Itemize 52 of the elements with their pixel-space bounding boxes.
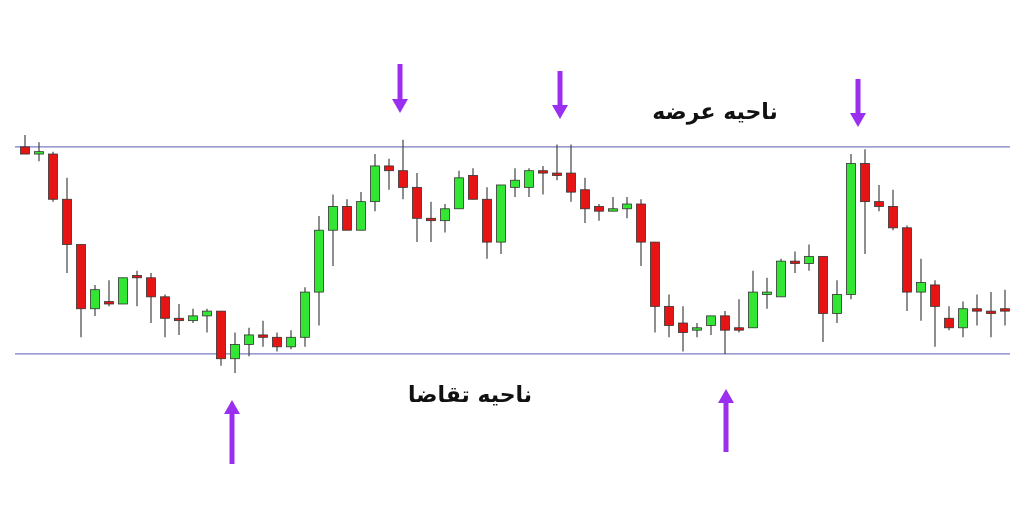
candlestick [888, 189, 898, 231]
candlestick [426, 201, 436, 243]
candlestick [734, 298, 744, 334]
candlestick [622, 196, 632, 219]
candlestick [258, 320, 268, 348]
candlestick [384, 158, 394, 191]
candlestick [916, 258, 926, 322]
candlestick [132, 270, 142, 307]
candlestick [244, 327, 254, 357]
candlestick [160, 293, 170, 338]
candlestick [468, 167, 478, 200]
candlestick [34, 141, 44, 162]
candlestick [608, 196, 618, 212]
candlestick [272, 331, 282, 353]
ref-line-label: ناحیه عرضه [652, 98, 778, 125]
candlestick [944, 305, 954, 331]
candlestick [174, 303, 184, 336]
candlestick [804, 243, 814, 272]
candlestick [286, 329, 296, 350]
ref-line-label: ناحیه تقاضا [407, 381, 533, 407]
candlestick [342, 198, 352, 231]
candlestick [202, 308, 212, 334]
candlestick [972, 293, 982, 326]
candlestick [930, 279, 940, 348]
candlestick [720, 310, 730, 355]
candlestick [146, 272, 156, 324]
candlestick [580, 177, 590, 224]
candlestick [762, 277, 772, 310]
candlestick [104, 279, 114, 307]
candlestick [188, 308, 198, 324]
candlestick [678, 305, 688, 353]
candlestick [398, 139, 408, 200]
candlestick [986, 291, 996, 338]
candlestick [538, 165, 548, 196]
candlestick [692, 322, 702, 338]
candlestick [790, 251, 800, 274]
candlestick [566, 143, 576, 203]
candlestick [20, 134, 30, 155]
candlestick [664, 293, 674, 338]
candlestick [1000, 289, 1010, 326]
candlestick [552, 143, 562, 181]
candlestick [230, 331, 240, 374]
candlestick [832, 279, 842, 324]
candlestick [874, 184, 884, 212]
candlestick [958, 301, 968, 338]
candlestick [328, 193, 338, 267]
candlestick [90, 284, 100, 317]
candlestick [524, 167, 534, 198]
candlestick [440, 203, 450, 234]
candlestick [510, 167, 520, 198]
candlestick [594, 203, 604, 222]
candlestick [706, 315, 716, 336]
